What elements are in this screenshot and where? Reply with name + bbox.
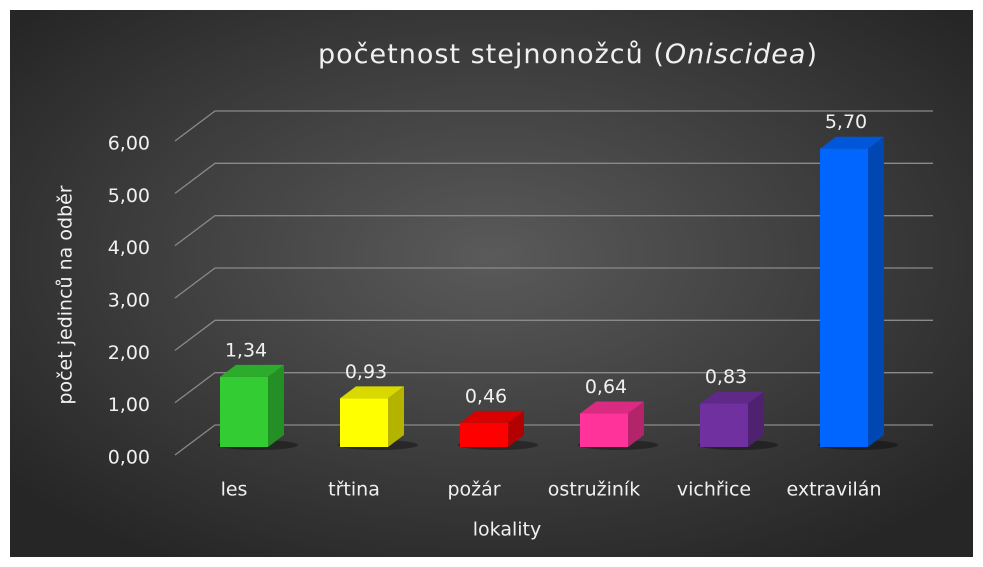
bar <box>460 422 508 447</box>
y-axis-title: počet jedinců na odběr <box>55 185 77 404</box>
x-axis-title: lokality <box>473 519 541 541</box>
title-part: ) <box>806 39 818 70</box>
bar <box>700 403 748 447</box>
y-tick-label: 2,00 <box>108 342 150 364</box>
x-tick-label: ostružiník <box>548 479 640 501</box>
x-tick-label: požár <box>447 479 500 501</box>
y-tick-label: 0,00 <box>108 447 150 469</box>
bar-side <box>508 410 524 447</box>
bar-top <box>220 364 284 377</box>
bar-side <box>388 386 404 447</box>
data-label: 0,93 <box>345 361 387 383</box>
bar-side <box>748 391 764 447</box>
bar <box>580 413 628 447</box>
data-label: 0,64 <box>585 376 627 398</box>
y-tick-label: 5,00 <box>108 185 150 207</box>
bar <box>340 398 388 447</box>
bar-side <box>628 401 644 447</box>
x-tick-label: extravilán <box>787 479 882 501</box>
bar-top <box>700 391 764 404</box>
grid-line <box>174 110 933 142</box>
grid-line <box>174 267 933 299</box>
bar <box>820 148 868 447</box>
title-part: početnost stejnonožců ( <box>318 39 665 70</box>
bar-top <box>460 410 524 423</box>
bar-side <box>268 364 284 447</box>
bar <box>220 376 268 447</box>
bar-top <box>820 136 884 149</box>
x-tick-label: vichřice <box>677 479 751 501</box>
x-tick-label: třtina <box>328 479 380 501</box>
bar-top <box>340 386 404 399</box>
data-label: 5,70 <box>825 111 867 133</box>
title-part: Oniscidea <box>665 39 807 70</box>
y-tick-label: 4,00 <box>108 237 150 259</box>
grid-line <box>174 319 933 351</box>
y-tick-label: 1,00 <box>108 394 150 416</box>
chart-background <box>10 10 973 557</box>
grid-line <box>174 424 933 456</box>
grid-line <box>174 162 933 194</box>
grid-line <box>174 215 933 247</box>
y-tick-label: 6,00 <box>108 133 150 155</box>
bar-side <box>868 136 884 447</box>
data-label: 1,34 <box>225 339 267 361</box>
x-tick-label: les <box>221 479 248 501</box>
data-label: 0,46 <box>465 385 507 407</box>
grid-line <box>174 372 933 404</box>
y-tick-label: 3,00 <box>108 290 150 312</box>
bar-top <box>580 401 644 414</box>
data-label: 0,83 <box>705 366 747 388</box>
chart-title: početnost stejnonožců (Oniscidea) <box>318 39 818 70</box>
